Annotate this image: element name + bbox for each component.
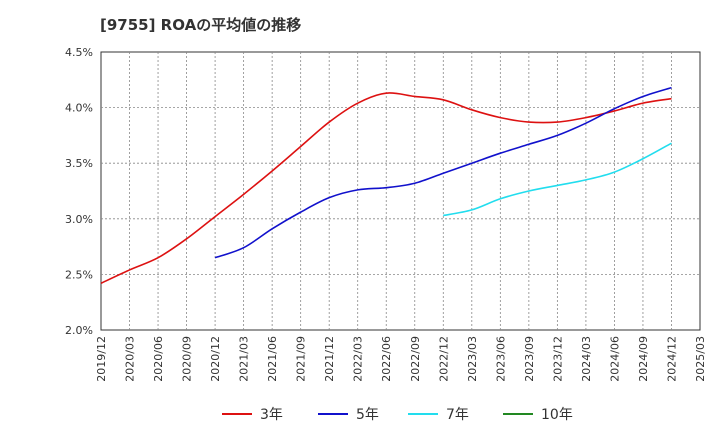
legend-swatch xyxy=(408,413,438,415)
x-tick-label: 2024/09 xyxy=(637,336,650,382)
legend-swatch xyxy=(318,413,348,415)
legend-label: 5年 xyxy=(356,407,379,423)
y-tick-label: 4.0% xyxy=(65,102,93,115)
chart-title: [9755] ROAの平均値の推移 xyxy=(100,16,302,34)
x-tick-label: 2024/03 xyxy=(580,336,593,382)
series-layer xyxy=(100,86,672,285)
x-tick-label: 2021/03 xyxy=(238,336,251,382)
x-tick-label: 2021/09 xyxy=(295,336,308,382)
x-tick-label: 2019/12 xyxy=(95,336,108,382)
series-line-2 xyxy=(214,86,672,259)
x-tick-label: 2024/06 xyxy=(608,336,621,382)
x-tick-label: 2023/03 xyxy=(466,336,479,382)
y-tick-label: 3.0% xyxy=(65,213,93,226)
x-tick-label: 2020/03 xyxy=(124,336,137,382)
y-tick-label: 2.5% xyxy=(65,268,93,281)
legend-item: 10年 xyxy=(503,402,573,426)
y-tick-label: 4.5% xyxy=(65,46,93,59)
legend-swatch xyxy=(222,413,252,415)
legend: 3年 5年 7年 10年 xyxy=(0,402,720,426)
series-line-3 xyxy=(443,142,672,217)
x-tick-label: 2022/12 xyxy=(437,336,450,382)
x-tick-label: 2022/09 xyxy=(409,336,422,382)
x-tick-label: 2024/12 xyxy=(665,336,678,382)
x-tick-label: 2023/09 xyxy=(523,336,536,382)
series-line-1 xyxy=(100,92,672,285)
plot-frame xyxy=(100,51,701,331)
legend-item: 3年 xyxy=(222,402,283,426)
x-tick-label: 2020/09 xyxy=(181,336,194,382)
legend-swatch xyxy=(503,413,533,415)
legend-item: 7年 xyxy=(408,402,469,426)
x-tick-label: 2022/03 xyxy=(352,336,365,382)
legend-label: 7年 xyxy=(446,407,469,423)
x-tick-label: 2021/06 xyxy=(266,336,279,382)
x-tick-label: 2020/12 xyxy=(209,336,222,382)
x-tick-label: 2021/12 xyxy=(323,336,336,382)
x-tick-label: 2020/06 xyxy=(152,336,165,382)
x-tick-label: 2025/03 xyxy=(694,336,707,382)
legend-label: 3年 xyxy=(260,407,283,423)
legend-label: 10年 xyxy=(541,407,573,423)
axes: 2.0% 2.5% 3.0% 3.5% 4.0% 4.5% 2019/12 2020/03 20… xyxy=(65,46,707,382)
x-tick-label: 2023/06 xyxy=(494,336,507,382)
y-tick-label: 2.0% xyxy=(65,324,93,337)
x-tick-label: 2022/06 xyxy=(380,336,393,382)
x-tick-label: 2023/12 xyxy=(551,336,564,382)
grid xyxy=(100,51,701,331)
y-tick-label: 3.5% xyxy=(65,157,93,170)
legend-item: 5年 xyxy=(318,402,379,426)
